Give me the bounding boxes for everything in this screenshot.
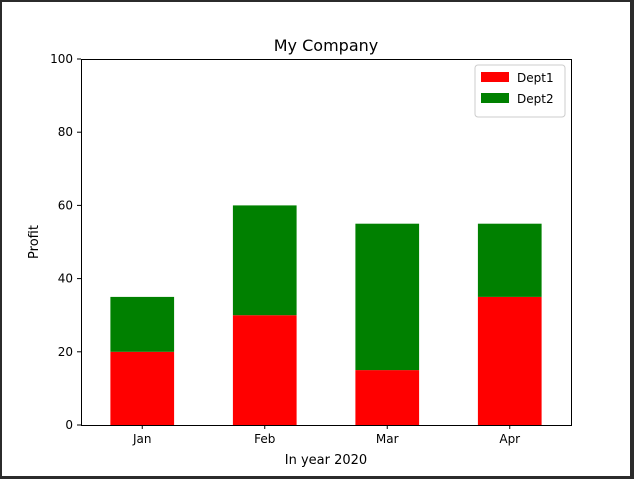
legend-label-dept1: Dept1 xyxy=(517,71,554,85)
y-tick-label: 20 xyxy=(58,345,73,359)
bar-dept2-apr xyxy=(477,223,542,297)
x-axis-ticks: Jan Feb Mar Apr xyxy=(132,425,520,446)
y-tick-label: 80 xyxy=(58,125,73,139)
y-tick-label: 100 xyxy=(50,52,73,66)
y-tick-label: 40 xyxy=(58,272,73,286)
bars-group xyxy=(110,205,542,425)
legend-swatch-dept2 xyxy=(481,93,509,103)
y-axis-ticks: 0 20 40 60 80 100 xyxy=(50,52,81,432)
bar-dept1-mar xyxy=(355,370,420,425)
y-axis-label: Profit xyxy=(27,225,42,259)
y-tick-label: 0 xyxy=(65,418,73,432)
legend: Dept1 Dept2 xyxy=(474,64,566,118)
bar-dept1-jan xyxy=(110,351,175,425)
bar-dept1-apr xyxy=(477,296,542,425)
chart-title: My Company xyxy=(274,36,378,55)
x-tick-label: Mar xyxy=(376,432,399,446)
legend-label-dept2: Dept2 xyxy=(517,92,554,106)
legend-swatch-dept1 xyxy=(481,72,509,82)
x-axis-label: In year 2020 xyxy=(285,453,367,468)
bar-dept2-feb xyxy=(232,205,297,316)
plot-frame xyxy=(81,59,572,426)
x-tick-label: Jan xyxy=(132,432,152,446)
bar-dept1-feb xyxy=(232,315,297,425)
bar-dept2-mar xyxy=(355,223,420,371)
x-tick-label: Apr xyxy=(499,432,520,446)
bar-dept2-jan xyxy=(110,296,175,352)
y-tick-label: 60 xyxy=(58,198,73,212)
x-tick-label: Feb xyxy=(254,432,275,446)
